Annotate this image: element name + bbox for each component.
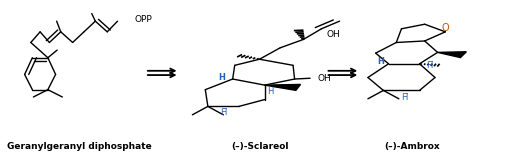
Text: OH: OH — [326, 30, 340, 39]
Text: H̅: H̅ — [426, 60, 432, 70]
Text: H: H — [218, 73, 225, 82]
Polygon shape — [265, 84, 301, 90]
Text: OH: OH — [318, 74, 332, 83]
Text: H̅: H̅ — [220, 108, 227, 117]
Polygon shape — [438, 52, 467, 58]
Text: (–)-Sclareol: (–)-Sclareol — [231, 142, 288, 151]
Text: H: H — [377, 57, 384, 66]
Text: H̅: H̅ — [401, 93, 407, 102]
Text: Geranylgeranyl diphosphate: Geranylgeranyl diphosphate — [7, 142, 152, 151]
Text: H: H — [267, 87, 273, 96]
Text: O: O — [442, 23, 449, 33]
Text: (–)-Ambrox: (–)-Ambrox — [384, 142, 440, 151]
Text: OPP: OPP — [134, 15, 152, 24]
